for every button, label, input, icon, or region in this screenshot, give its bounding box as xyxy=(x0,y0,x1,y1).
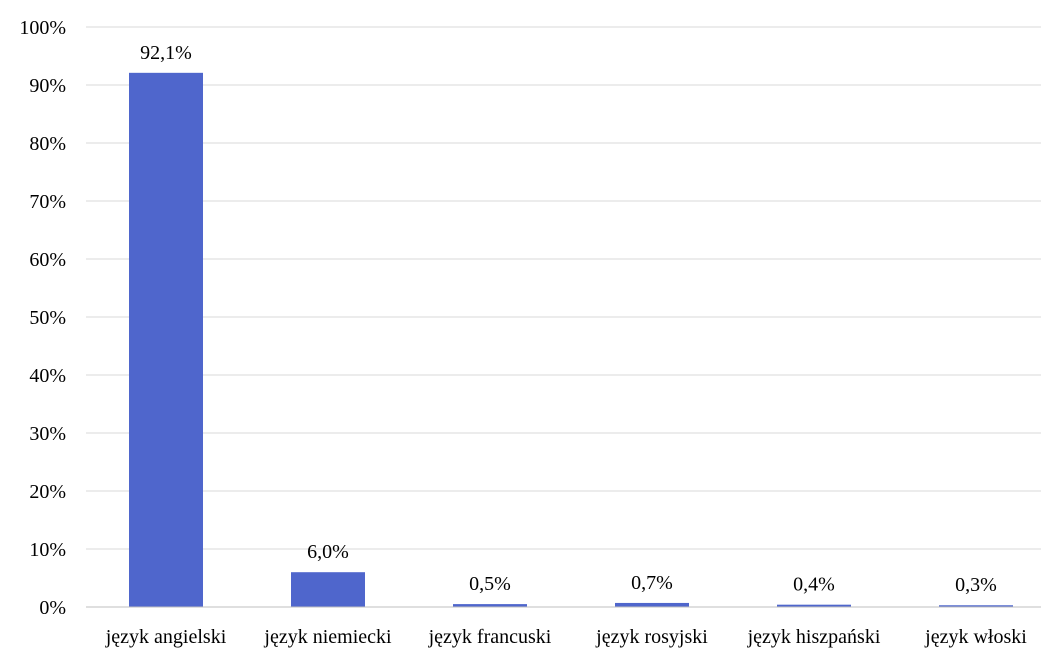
x-category-label: język hiszpański xyxy=(747,626,881,648)
y-tick-label: 100% xyxy=(19,17,66,39)
data-label: 92,1% xyxy=(140,42,192,64)
bar xyxy=(291,572,365,607)
data-label: 0,5% xyxy=(469,573,511,595)
bar xyxy=(777,604,851,607)
bar xyxy=(615,602,689,607)
x-category-label: język angielski xyxy=(105,626,227,648)
x-category-label: język francuski xyxy=(428,626,552,648)
y-tick-label: 30% xyxy=(29,423,66,445)
y-tick-label: 60% xyxy=(29,249,66,271)
bar xyxy=(939,605,1013,607)
bar xyxy=(129,72,203,607)
y-tick-label: 40% xyxy=(29,365,66,387)
y-tick-label: 20% xyxy=(29,481,66,503)
x-axis-categories: język angielski język niemiecki język fran… xyxy=(105,626,1028,648)
y-tick-label: 10% xyxy=(29,539,66,561)
gridlines xyxy=(86,26,1041,550)
y-tick-label: 90% xyxy=(29,75,66,97)
bar xyxy=(453,604,527,607)
x-category-label: język niemiecki xyxy=(263,626,392,648)
data-label: 6,0% xyxy=(307,541,349,563)
y-tick-label: 70% xyxy=(29,191,66,213)
data-label: 0,4% xyxy=(793,574,835,596)
y-tick-label: 0% xyxy=(39,597,66,619)
data-label: 0,7% xyxy=(631,572,673,594)
y-tick-label: 80% xyxy=(29,133,66,155)
y-axis-ticks: 0% 10% 20% 30% 40% 50% 60% 70% 80% 90% 100% xyxy=(19,17,66,619)
x-category-label: język rosyjski xyxy=(595,626,708,648)
data-label: 0,3% xyxy=(955,574,997,596)
bars xyxy=(129,72,1013,607)
data-labels: 92,1% 6,0% 0,5% 0,7% 0,4% 0,3% xyxy=(140,42,997,596)
x-category-label: język włoski xyxy=(924,626,1027,648)
y-tick-label: 50% xyxy=(29,307,66,329)
